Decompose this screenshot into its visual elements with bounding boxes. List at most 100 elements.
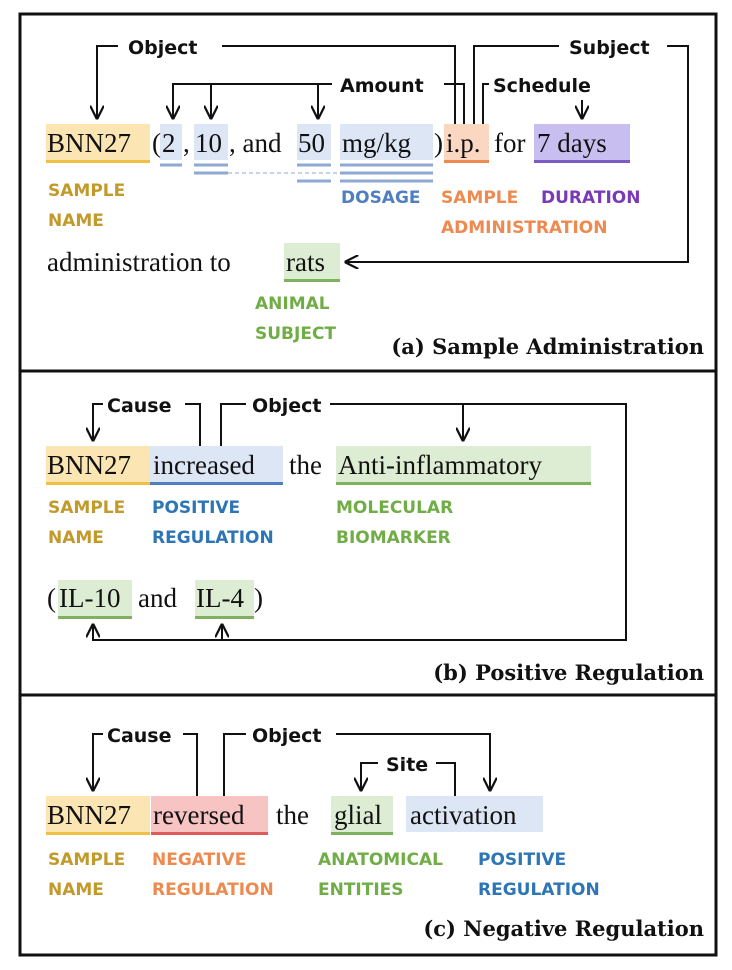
token-days: 7 days [537, 128, 607, 158]
underline-increased [150, 482, 283, 485]
token-and: and [138, 583, 177, 613]
arrow-cause-b-tail [185, 403, 201, 446]
token-open-paren-a: ( [152, 128, 161, 158]
arrow-object-c-tail [223, 733, 246, 796]
token-the-c: the [276, 800, 309, 830]
arrow-object-c-head [336, 733, 490, 790]
label-negative-2: REGULATION [152, 880, 274, 900]
token-reversed: reversed [153, 800, 245, 830]
token-comma1: , [183, 128, 190, 158]
arrow-schedule-tail [482, 83, 489, 124]
highlight-reversed [151, 796, 268, 832]
highlight-antiinflammatory [336, 446, 591, 482]
arrow-subject-head [346, 45, 689, 262]
relation-object-c: Object [252, 725, 322, 747]
token-antiinflammatory: Anti-inflammatory [338, 450, 542, 480]
underline-il4 [195, 616, 254, 619]
underline-bnn27-a [46, 160, 150, 163]
highlight-il4 [195, 580, 254, 616]
label-animal-1: ANIMAL [255, 294, 330, 314]
caption-b: (b) Positive Regulation [433, 660, 704, 685]
label-molecular-1: MOLECULAR [336, 498, 453, 518]
arrow-amount-stem [173, 83, 332, 118]
token-unit: mg/kg [342, 128, 411, 158]
highlight-glial [331, 796, 393, 832]
highlight-n2 [160, 124, 182, 160]
highlight-n10 [194, 124, 228, 160]
caption-a: (a) Sample Administration [391, 334, 704, 359]
arrow-cause-c-tail [183, 733, 198, 796]
label-sample-name-c-1: SAMPLE [48, 850, 125, 870]
token-the-b: the [289, 450, 322, 480]
arrow-amount-tail [444, 83, 465, 124]
caption-c: (c) Negative Regulation [423, 916, 704, 941]
underline-days [534, 160, 630, 163]
underline-bnn27-c [46, 832, 150, 835]
underline-reversed [151, 832, 268, 835]
highlight-unit [340, 124, 433, 160]
arrow-cause-b [93, 403, 103, 440]
label-molecular-2: BIOMARKER [336, 528, 451, 548]
panel-c-frame [18, 693, 718, 957]
underline-ip [444, 160, 489, 163]
label-sample-name-b-1: SAMPLE [48, 498, 125, 518]
token-bnn27-c: BNN27 [47, 800, 131, 830]
panel-a: BNN27 ( 2 , 10 , and 50 mg/kg ) i.p. for… [46, 37, 704, 359]
label-anatomical-1: ANATOMICAL [318, 850, 443, 870]
token-n2: 2 [162, 128, 176, 158]
highlight-il10 [58, 580, 132, 616]
token-rats: rats [286, 247, 325, 277]
relation-object-a: Object [128, 37, 198, 59]
highlight-bnn27-a [46, 124, 150, 160]
label-sample-name-a-2: NAME [48, 211, 104, 231]
label-negative-1: NEGATIVE [152, 850, 246, 870]
token-activation: activation [410, 800, 517, 830]
highlight-bnn27-c [46, 796, 150, 832]
panel-b: BNN27 increased the Anti-inflammatory ( … [46, 395, 704, 685]
highlight-increased [150, 446, 283, 482]
label-duration: DURATION [541, 188, 640, 208]
arrow-cause-c [93, 733, 103, 790]
underline-il10 [58, 616, 132, 619]
token-il4: IL-4 [196, 583, 244, 613]
label-positive-b-2: REGULATION [152, 528, 274, 548]
token-n50: 50 [298, 128, 325, 158]
label-anatomical-2: ENTITIES [318, 880, 404, 900]
token-bnn27-b: BNN27 [47, 450, 131, 480]
token-ip: i.p. [446, 128, 481, 158]
token-for: for [494, 128, 525, 158]
label-animal-2: SUBJECT [255, 324, 336, 344]
underline-glial [331, 832, 393, 835]
highlight-ip [444, 124, 489, 160]
relation-site: Site [386, 754, 428, 776]
relation-cause-c: Cause [107, 725, 172, 747]
token-n10: 10 [195, 128, 222, 158]
underline-bnn27-b [46, 482, 150, 485]
token-open-paren-b: ( [47, 583, 56, 613]
arrow-object-a-tail [222, 45, 456, 124]
highlight-activation [406, 796, 543, 832]
dosage-underlines [160, 163, 433, 183]
panel-c: BNN27 reversed the glial activation SAMP… [46, 725, 704, 941]
token-increased: increased [153, 450, 255, 480]
token-close-paren-a: ) [434, 128, 443, 158]
label-positive-c-1: POSITIVE [478, 850, 566, 870]
arrow-object-b-tail [220, 403, 246, 446]
relation-subject: Subject [569, 37, 650, 59]
arrow-site-head [361, 762, 378, 790]
token-close-paren-b: ) [254, 583, 263, 613]
token-administration-to: administration to [47, 247, 231, 277]
relation-object-b: Object [252, 395, 322, 417]
highlight-bnn27-b [46, 446, 150, 482]
label-sample-name-a-1: SAMPLE [48, 181, 125, 201]
underline-rats [284, 279, 340, 282]
token-il10: IL-10 [59, 583, 120, 613]
highlight-days [534, 124, 630, 160]
label-positive-c-2: REGULATION [478, 880, 600, 900]
arrow-object-a [97, 45, 118, 118]
arrow-subject-tail [473, 45, 559, 124]
token-comma-and: , and [229, 128, 282, 158]
label-sample-admin-1: SAMPLE [441, 188, 518, 208]
arrow-site-tail [436, 762, 456, 796]
